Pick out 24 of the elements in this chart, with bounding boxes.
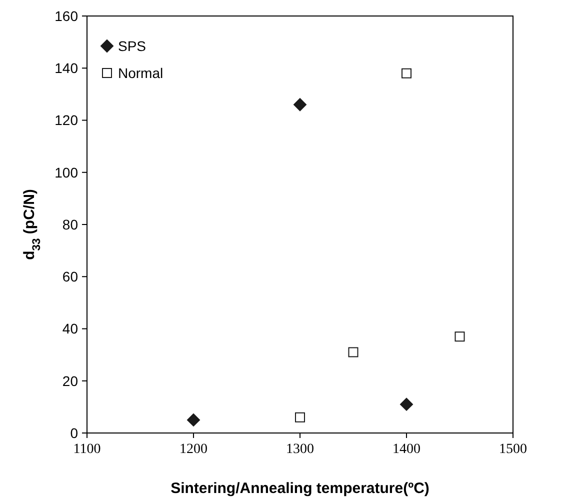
y-tick-label: 40 — [62, 320, 78, 337]
y-tick-label: 80 — [62, 216, 78, 232]
x-tick-label: 1400 — [392, 442, 420, 457]
y-tick-label: 140 — [54, 60, 78, 76]
point — [454, 332, 465, 342]
x-axis-title: Sintering/Annealing temperature(ºC) — [170, 480, 430, 497]
legend-label: Normal — [118, 64, 164, 81]
point — [294, 98, 306, 112]
x-tick-label: 1200 — [180, 442, 208, 457]
y-tick-label: 60 — [62, 268, 78, 285]
point — [187, 413, 200, 426]
legend-label: SPS — [118, 38, 146, 54]
y-tick-label: 100 — [54, 164, 78, 180]
x-tick-label: 1500 — [499, 442, 527, 457]
y-tick-label: 160 — [54, 8, 78, 24]
y-tick-label: 120 — [54, 112, 78, 128]
point — [400, 398, 413, 411]
y-tick-label: 20 — [62, 372, 78, 389]
y-tick-label: 0 — [70, 424, 78, 441]
x-tick-label: 1100 — [73, 442, 101, 457]
point — [295, 412, 305, 422]
point — [348, 347, 358, 358]
x-tick-label: 1300 — [286, 442, 314, 457]
point — [402, 68, 412, 78]
